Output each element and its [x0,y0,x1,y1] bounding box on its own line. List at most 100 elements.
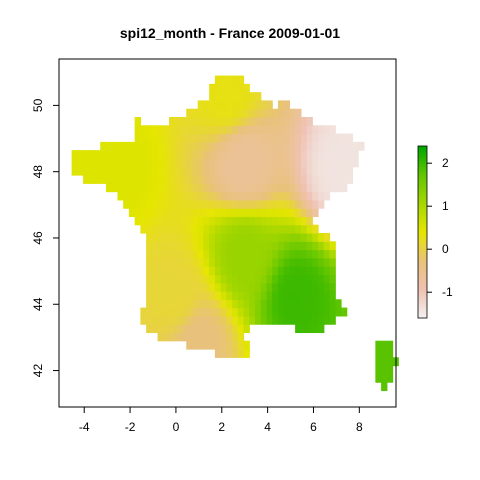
raster-cell [169,299,176,309]
raster-cell [329,307,336,317]
raster-cell [300,166,308,176]
raster-cell [191,158,199,168]
raster-cell [243,208,250,218]
raster-cell [151,241,159,251]
raster-cell [174,158,182,168]
raster-cell [243,324,250,334]
raster-cell [146,175,153,184]
raster-cell [220,92,227,102]
raster-cell [277,282,285,292]
legend-swatch [418,243,427,247]
raster-cell [203,183,210,193]
raster-cell [163,216,170,226]
raster-cell [214,274,222,284]
legend-swatch [418,214,427,219]
raster-cell [83,150,90,160]
raster-cell [283,315,290,325]
raster-cell [151,175,159,184]
raster-cell [323,150,331,160]
raster-cell [226,257,233,267]
raster-cell [209,158,216,168]
raster-cell [151,199,159,209]
raster-cell [237,166,245,176]
raster-cell [157,125,164,135]
raster-cell [209,274,216,284]
raster-cell [226,158,233,168]
raster-cell [318,315,325,325]
raster-cell [266,216,273,226]
raster-cell [255,150,262,160]
raster-cell [214,117,222,126]
raster-cell [197,150,205,160]
raster-cell [146,291,153,300]
raster-cell [186,224,193,234]
raster-cell [237,125,245,135]
raster-cell [146,224,153,234]
raster-cell [277,100,285,110]
raster-cell [174,166,182,176]
raster-cell [163,257,170,267]
raster-cell [163,282,170,292]
raster-cell [117,158,124,168]
raster-cell [180,216,187,226]
raster-cell [186,291,193,300]
raster-cell [214,108,222,118]
raster-cell [220,166,227,176]
raster-cell [283,241,290,251]
raster-cell [318,257,325,267]
raster-cell [277,133,285,143]
raster-cell [226,108,233,118]
raster-cell [151,282,159,292]
raster-cell [243,166,250,176]
raster-cell [214,282,222,292]
raster-cell [386,349,394,358]
raster-cell [386,373,394,383]
legend-swatch [418,263,427,267]
raster-cell [318,175,325,184]
raster-cell [197,133,205,143]
raster-cell [117,166,124,176]
raster-cell [318,249,325,259]
raster-cell [335,141,342,151]
raster-cell [169,307,176,317]
raster-cell [106,183,113,193]
raster-cell [329,166,336,176]
raster-cell [191,340,199,350]
raster-cell [289,133,296,143]
raster-cell [174,291,182,300]
raster-cell [157,291,164,300]
raster-cell [226,150,233,160]
raster-cell [323,266,331,276]
raster-cell [134,208,141,218]
raster-cell [295,208,302,218]
raster-cell [249,274,256,284]
raster-cell [174,249,182,259]
raster-cell [289,108,296,118]
raster-cell [306,133,313,143]
raster-cell [203,233,210,242]
y-axis: 42 44 46 48 50 [31,98,59,377]
raster-cell [237,83,245,93]
raster-cell [77,158,84,168]
legend-swatch [418,200,427,204]
legend-swatch [418,297,427,302]
raster-cell [295,125,302,135]
raster-cell [237,332,245,342]
raster-cell [186,307,193,317]
raster-cell [209,108,216,118]
raster-cell [174,150,182,160]
raster-cell [272,274,279,284]
raster-cell [318,199,325,209]
raster-cell [180,224,187,234]
raster-cell [249,125,256,135]
raster-cell [255,216,262,226]
raster-cell [186,141,193,151]
raster-cell [191,117,199,126]
raster-cell [318,191,325,201]
raster-cell [295,274,302,284]
raster-cell [283,191,290,201]
raster-cell [146,216,153,226]
raster-cell [197,125,205,135]
raster-cell [151,274,159,284]
raster-cell [272,315,279,325]
